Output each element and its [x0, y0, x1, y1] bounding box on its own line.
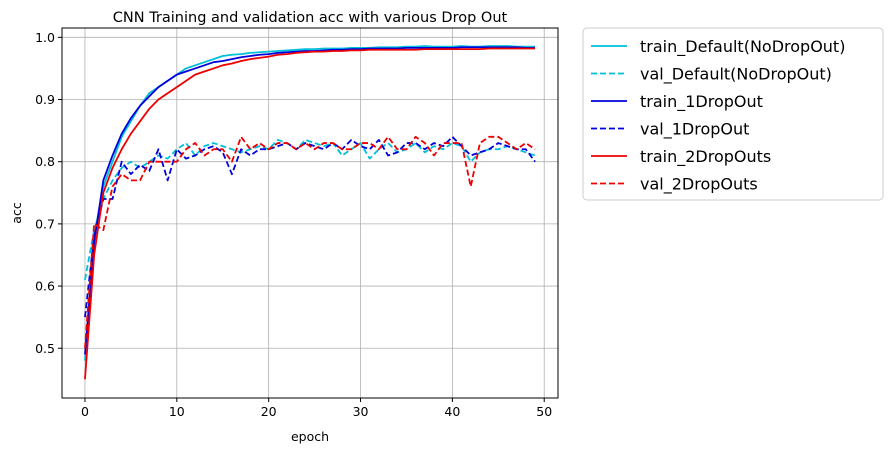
- y-axis-label: acc: [9, 202, 24, 224]
- x-tick-label: 30: [353, 404, 369, 419]
- series-line-val-default-nodropout: [84, 139, 536, 281]
- legend: train_Default(NoDropOut) val_Default(NoDr…: [582, 27, 884, 201]
- legend-label: val_2DropOuts: [640, 175, 758, 195]
- y-tick-label: 0.9: [35, 92, 55, 107]
- x-axis-label: epoch: [291, 429, 329, 444]
- legend-label: train_2DropOuts: [640, 147, 771, 167]
- chart-title: CNN Training and validation acc with var…: [113, 10, 508, 26]
- series-line-val-2dropouts: [84, 135, 536, 349]
- series-line-train-2dropouts: [84, 47, 536, 380]
- legend-label: val_1DropOut: [640, 120, 749, 140]
- y-tick-label: 0.6: [35, 279, 55, 294]
- legend-label: train_1DropOut: [640, 92, 763, 112]
- y-tick-label: 0.7: [35, 216, 55, 231]
- legend-label: train_Default(NoDropOut): [640, 37, 845, 57]
- series-lines: [84, 45, 536, 380]
- legend-box: [582, 27, 884, 201]
- plot-frame: [61, 27, 559, 399]
- legend-label: val_Default(NoDropOut): [640, 65, 832, 85]
- y-tick-label: 1.0: [35, 30, 55, 45]
- series-line-val-1dropout: [84, 135, 536, 318]
- series-line-train-1dropout: [84, 46, 536, 355]
- x-tick-label: 20: [261, 404, 277, 419]
- y-tick-label: 0.8: [35, 154, 55, 169]
- x-tick-label: 10: [169, 404, 185, 419]
- grid-lines: [62, 28, 558, 398]
- x-tick-label: 0: [81, 404, 89, 419]
- axis-ticks: 0 10 20 30 40 50 0.5 0.6 0.7 0.8 0.9 1.0: [35, 30, 552, 419]
- x-tick-label: 50: [536, 404, 552, 419]
- y-tick-label: 0.5: [35, 341, 55, 356]
- x-tick-label: 40: [444, 404, 460, 419]
